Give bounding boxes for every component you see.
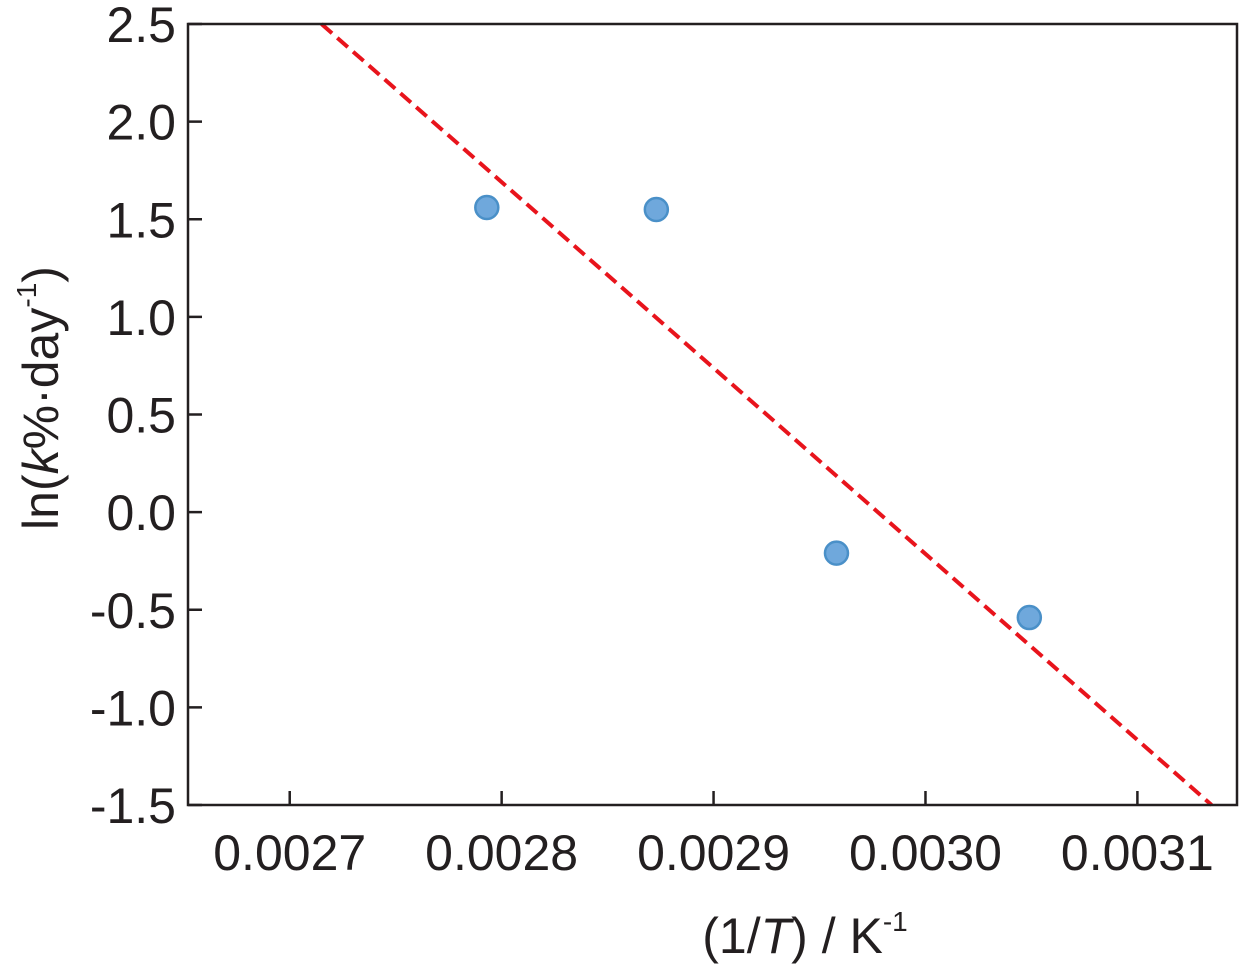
fit-line <box>320 22 1213 807</box>
x-tick-label-3: 0.0030 <box>849 825 1002 881</box>
y-tick-label-2: 1.5 <box>106 192 176 248</box>
x-axis-label: (1/T) / K-1 <box>702 906 908 964</box>
data-point-0 <box>474 194 500 221</box>
data-point-1 <box>643 196 670 223</box>
x-tick-label-1: 0.0028 <box>425 825 578 881</box>
axis-ticks <box>188 22 1139 807</box>
data-points <box>474 194 1043 631</box>
y-tick-label-8: -1.5 <box>90 778 176 834</box>
y-tick-label-7: -1.0 <box>90 680 176 736</box>
x-tick-label-2: 0.0029 <box>637 825 790 881</box>
y-tick-label-6: -0.5 <box>90 583 176 639</box>
x-tick-label-4: 0.0031 <box>1061 825 1214 881</box>
data-point-3 <box>1016 604 1043 631</box>
y-tick-label-5: 0.0 <box>106 485 176 541</box>
y-tick-label-0: 2.5 <box>106 0 176 53</box>
x-tick-label-0: 0.0027 <box>213 825 366 881</box>
data-point-2 <box>823 540 850 566</box>
y-tick-label-4: 0.5 <box>106 388 176 444</box>
plot-frame <box>186 22 1239 807</box>
fit-line-layer <box>320 22 1213 807</box>
y-tick-label-3: 1.0 <box>106 290 176 346</box>
y-axis-label: ln(k%·day-1) <box>11 266 69 530</box>
tick-labels: 0.0027 0.0028 0.0029 0.0030 0.0031 2.5 2.0 1.5 1… <box>90 0 1214 881</box>
y-tick-label-1: 2.0 <box>106 95 176 151</box>
